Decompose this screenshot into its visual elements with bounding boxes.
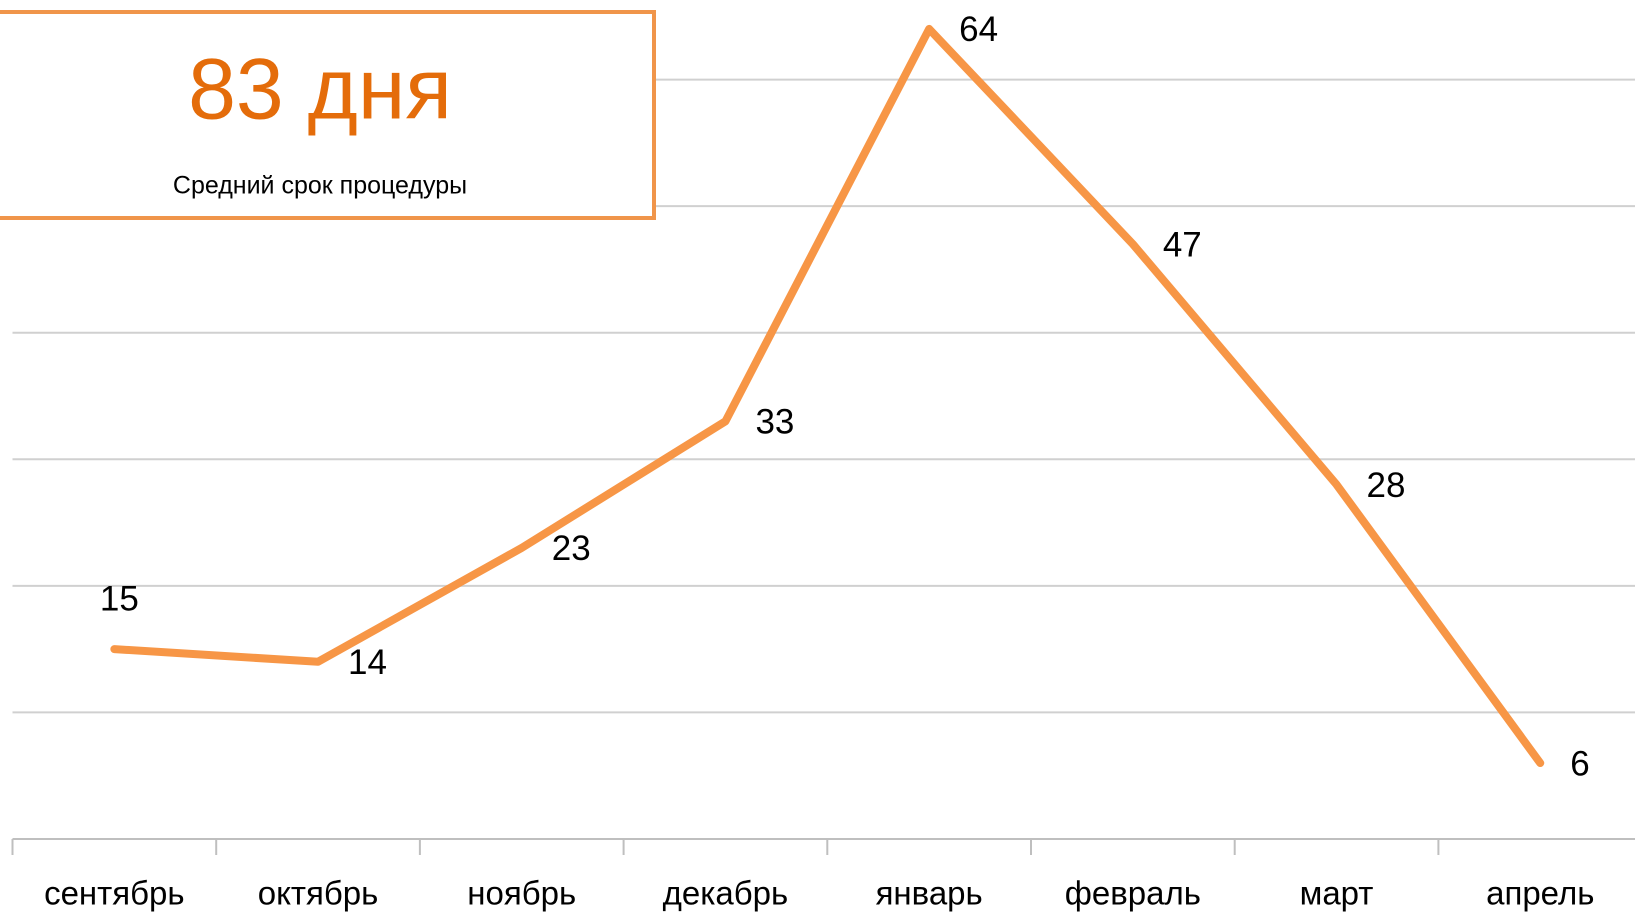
data-label: 23 — [552, 529, 591, 568]
x-tick-label: январь — [876, 875, 983, 912]
chart-subtitle: Средний срок процедуры — [173, 172, 467, 200]
x-tick-label: декабрь — [663, 875, 789, 912]
data-label: 28 — [1367, 466, 1406, 505]
data-line — [110, 24, 1545, 768]
data-label: 47 — [1163, 225, 1202, 264]
data-label: 6 — [1570, 744, 1589, 783]
x-tick-label: февраль — [1065, 875, 1201, 912]
callout-box — [0, 10, 656, 220]
data-label: 64 — [959, 10, 998, 49]
x-tick-label: сентябрь — [44, 875, 185, 912]
data-label: 14 — [348, 643, 387, 682]
x-tick-label: апрель — [1486, 875, 1594, 912]
data-label: 33 — [755, 403, 794, 442]
x-tick-label: октябрь — [258, 875, 379, 912]
chart-title: 83 дня — [188, 42, 452, 138]
x-tick-label: март — [1300, 875, 1374, 912]
data-label: 15 — [100, 579, 139, 618]
x-tick-label: ноябрь — [467, 875, 576, 912]
